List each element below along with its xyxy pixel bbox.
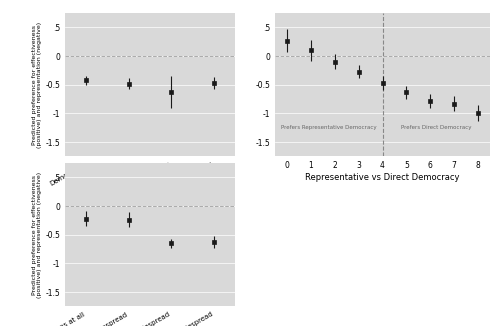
Text: Prefers Representative Democracy: Prefers Representative Democracy xyxy=(281,125,376,130)
X-axis label: Representative vs Direct Democracy: Representative vs Direct Democracy xyxy=(305,173,460,182)
Y-axis label: Predicted preference for effectiveness
(positive) and representation (negative): Predicted preference for effectiveness (… xyxy=(32,22,42,148)
Y-axis label: Predicted preference for effectiveness
(positive) and representation (negative): Predicted preference for effectiveness (… xyxy=(32,172,42,298)
X-axis label: Support Democracy: Support Democracy xyxy=(108,197,192,206)
Text: Prefers Direct Democracy: Prefers Direct Democracy xyxy=(401,125,471,130)
